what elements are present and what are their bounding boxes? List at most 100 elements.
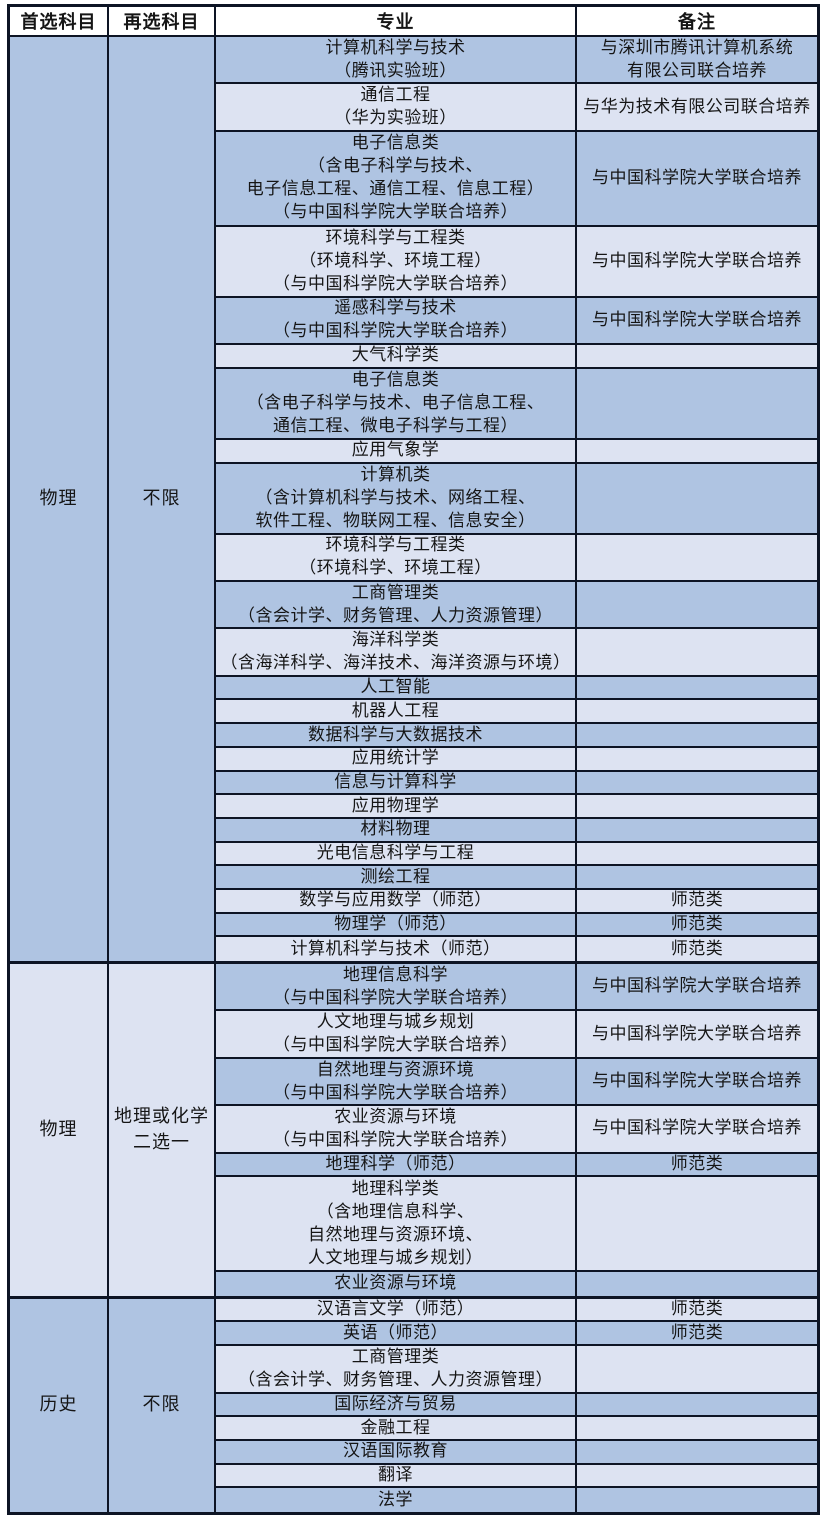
remark-cell xyxy=(577,629,817,674)
major-cell: 应用物理学 xyxy=(216,795,577,817)
major-cell: 法学 xyxy=(216,1488,577,1512)
table-row: 翻译 xyxy=(216,1464,817,1489)
table-row: 地理信息科学 （与中国科学院大学联合培养） 与中国科学院大学联合培养 xyxy=(216,964,817,1012)
remark-cell xyxy=(577,369,817,438)
table-header-row: 首选科目 再选科目 专业 备注 xyxy=(10,7,817,37)
table-row: 电子信息类 （含电子科学与技术、 电子信息工程、通信工程、信息工程） （与中国科… xyxy=(216,131,817,227)
remark-cell xyxy=(577,819,817,841)
remark-cell xyxy=(577,1272,817,1296)
reselect-subject-cell: 不限 xyxy=(109,1298,216,1512)
major-cell: 工商管理类 （含会计学、财务管理、人力资源管理） xyxy=(216,582,577,628)
major-cell: 电子信息类 （含电子科学与技术、 电子信息工程、通信工程、信息工程） （与中国科… xyxy=(216,131,577,225)
remark-cell xyxy=(577,724,817,746)
remark-cell xyxy=(577,1441,817,1463)
section-rows: 地理信息科学 （与中国科学院大学联合培养） 与中国科学院大学联合培养 人文地理与城乡… xyxy=(216,964,817,1296)
major-cell: 人工智能 xyxy=(216,676,577,699)
remark-cell: 与华为技术有限公司联合培养 xyxy=(583,96,811,117)
major-cell: 计算机科学与技术 （腾讯实验班） xyxy=(216,37,577,83)
table-row: 英语（师范） 师范类 xyxy=(216,1322,817,1347)
table-row: 计算机类 （含计算机科学与技术、网络工程、 软件工程、物联网工程、信息安全） xyxy=(216,463,817,535)
major-cell: 环境科学与工程类 （环境科学、环境工程） xyxy=(216,534,577,581)
table-row: 地理科学类 （含地理信息科学、 自然地理与资源环境、 人文地理与城乡规划） xyxy=(216,1177,817,1273)
table-row: 应用气象学 xyxy=(216,439,817,464)
header-first-subject: 首选科目 xyxy=(10,7,109,35)
first-subject-cell: 历史 xyxy=(10,1298,109,1512)
first-subject-cell: 物理 xyxy=(10,964,109,1296)
table-row: 汉语言文学（师范） 师范类 xyxy=(216,1298,817,1323)
major-cell: 数据科学与大数据技术 xyxy=(216,724,577,746)
table-row: 信息与计算科学 xyxy=(216,771,817,796)
major-cell: 应用统计学 xyxy=(216,747,577,770)
major-cell: 测绘工程 xyxy=(216,866,577,888)
remark-cell xyxy=(577,748,817,770)
major-cell: 英语（师范） xyxy=(216,1322,577,1345)
major-cell: 计算机科学与技术（师范） xyxy=(216,937,577,962)
remark-cell xyxy=(577,1346,817,1391)
remark-cell xyxy=(577,1488,817,1512)
header-reselect-subject: 再选科目 xyxy=(109,7,216,35)
remark-cell xyxy=(577,700,817,722)
major-cell: 材料物理 xyxy=(216,818,577,841)
table-row: 国际经济与贸易 xyxy=(216,1393,817,1418)
remark-cell: 师范类 xyxy=(670,914,724,935)
major-cell: 大气科学类 xyxy=(216,345,577,367)
major-cell: 金融工程 xyxy=(216,1417,577,1439)
remark-cell xyxy=(577,345,817,367)
table-row: 金融工程 xyxy=(216,1417,817,1441)
remark-cell xyxy=(577,582,817,627)
remark-cell xyxy=(577,843,817,865)
major-cell: 自然地理与资源环境 （与中国科学院大学联合培养） xyxy=(216,1058,577,1105)
major-cell: 通信工程 （华为实验班） xyxy=(216,84,577,130)
table-body: 物理 不限 计算机科学与技术 （腾讯实验班） 与深圳市腾讯计算机系统 有限公司联合培养… xyxy=(10,37,817,1512)
major-cell: 国际经济与贸易 xyxy=(216,1393,577,1416)
major-cell: 汉语国际教育 xyxy=(216,1440,577,1463)
reselect-subject-cell: 不限 xyxy=(109,37,216,962)
table-section: 物理 地理或化学 二选一 地理信息科学 （与中国科学院大学联合培养） 与中国科学院大学… xyxy=(10,961,817,1296)
table-row: 地理科学（师范） 师范类 xyxy=(216,1153,817,1178)
remark-cell xyxy=(577,1417,817,1439)
remark-cell xyxy=(577,1177,817,1270)
table-row: 通信工程 （华为实验班） 与华为技术有限公司联合培养 xyxy=(216,84,817,132)
remark-cell xyxy=(577,1394,817,1416)
table-row: 法学 xyxy=(216,1488,817,1512)
table-row: 海洋科学类 （含海洋科学、海洋技术、海洋资源与环境） xyxy=(216,629,817,677)
reselect-subject-cell: 地理或化学 二选一 xyxy=(109,964,216,1296)
table-row: 物理学（师范） 师范类 xyxy=(216,913,817,938)
remark-cell: 与深圳市腾讯计算机系统 有限公司联合培养 xyxy=(600,37,794,81)
remark-cell xyxy=(577,795,817,817)
table-row: 材料物理 xyxy=(216,818,817,843)
table-row: 应用统计学 xyxy=(216,747,817,772)
remark-cell: 师范类 xyxy=(670,938,724,959)
remark-cell xyxy=(577,866,817,888)
major-cell: 海洋科学类 （含海洋科学、海洋技术、海洋资源与环境） xyxy=(216,629,577,675)
table-row: 汉语国际教育 xyxy=(216,1440,817,1465)
major-cell: 电子信息类 （含电子科学与技术、电子信息工程、 通信工程、微电子科学与工程） xyxy=(216,368,577,438)
remark-cell xyxy=(577,1465,817,1487)
table-row: 应用物理学 xyxy=(216,795,817,819)
table-row: 大气科学类 xyxy=(216,345,817,369)
remark-cell xyxy=(577,677,817,699)
remark-cell: 与中国科学院大学联合培养 xyxy=(592,1118,802,1139)
major-cell: 遥感科学与技术 （与中国科学院大学联合培养） xyxy=(216,297,577,344)
table-row: 测绘工程 xyxy=(216,866,817,890)
major-cell: 地理科学（师范） xyxy=(216,1153,577,1176)
major-cell: 工商管理类 （含会计学、财务管理、人力资源管理） xyxy=(216,1346,577,1392)
major-cell: 环境科学与工程类 （环境科学、环境工程） （与中国科学院大学联合培养） xyxy=(216,226,577,296)
remark-cell: 师范类 xyxy=(670,1153,724,1174)
remark-cell xyxy=(577,535,817,580)
section-rows: 计算机科学与技术 （腾讯实验班） 与深圳市腾讯计算机系统 有限公司联合培养 通信工程… xyxy=(216,37,817,962)
remark-cell: 师范类 xyxy=(670,1322,724,1343)
major-cell: 地理科学类 （含地理信息科学、 自然地理与资源环境、 人文地理与城乡规划） xyxy=(216,1177,577,1271)
major-cell: 计算机类 （含计算机科学与技术、网络工程、 软件工程、物联网工程、信息安全） xyxy=(216,463,577,533)
remark-cell: 与中国科学院大学联合培养 xyxy=(592,1023,802,1044)
table-row: 光电信息科学与工程 xyxy=(216,842,817,867)
remark-cell: 与中国科学院大学联合培养 xyxy=(592,167,802,188)
remark-cell xyxy=(577,772,817,794)
major-cell: 物理学（师范） xyxy=(216,913,577,936)
major-cell: 信息与计算科学 xyxy=(216,771,577,794)
admission-plan-table: 首选科目 再选科目 专业 备注 物理 不限 计算机科学与技术 （腾讯实验班） 与深圳市… xyxy=(7,4,820,1515)
table-section: 历史 不限 汉语言文学（师范） 师范类 英语（师范） 师范类工商管理类 （含会计学、财务管… xyxy=(10,1295,817,1512)
major-cell: 人文地理与城乡规划 （与中国科学院大学联合培养） xyxy=(216,1011,577,1057)
major-cell: 翻译 xyxy=(216,1464,577,1487)
remark-cell xyxy=(577,440,817,462)
